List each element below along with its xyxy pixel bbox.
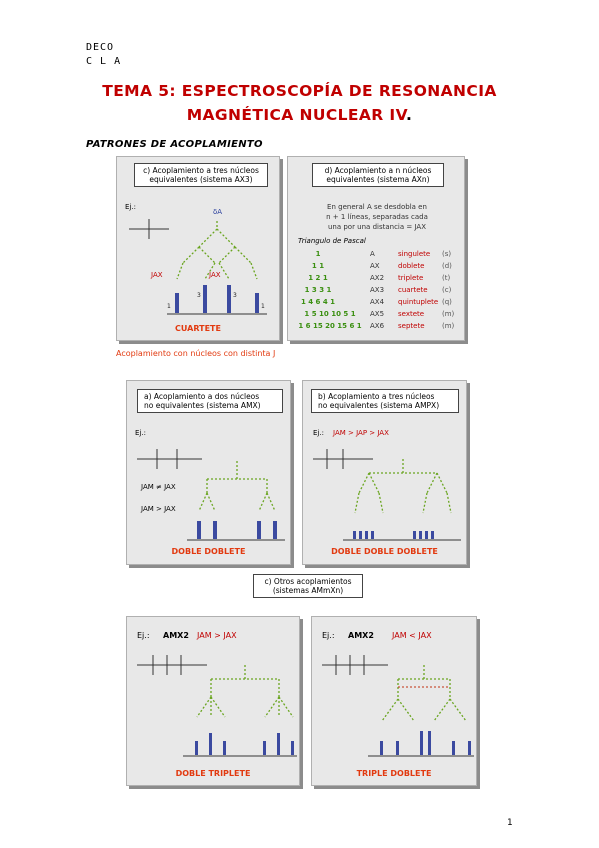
delta-label: δA [213,208,223,216]
header-line1: DECO [86,42,115,53]
caption-cuartete: c) Acoplamiento a tres núcleos equivalent… [134,163,268,187]
page-number: 1 [507,818,513,828]
row-p: 1 5 10 10 5 1 [304,310,356,318]
row-s: AX4 [370,298,385,306]
others-line1: c) Otros acoplamientos [264,577,352,586]
row-n: septete [398,322,425,330]
others-line2: (sistemas AMmXn) [272,586,344,595]
row-n: quintuplete [398,298,439,306]
pascal-heading: Triangulo de Pascal [298,237,366,245]
row-r: (m) [442,322,455,330]
caption-b-line2: no equivalentes (sistema AMPX) [318,401,440,410]
row-r: (q) [442,298,452,306]
row-n: sextete [398,310,425,318]
section-heading: PATRONES DE ACOPLAMIENTO [86,139,263,150]
caption-pascal: d) Acoplamiento a n núcleos equivalentes … [312,163,444,187]
row-r: (m) [442,310,455,318]
jax-right: JAX [209,271,221,279]
cond-jam-gt-jax: JAM > JAX [197,631,237,640]
system-amx2: AMX2 [163,631,189,640]
pascal-text2: n + 1 líneas, separadas cada [326,213,428,221]
row-p: 1 3 3 1 [304,286,332,294]
row-r: (s) [442,250,452,258]
caption-a-line2: no equivalentes (sistema AMX) [144,401,261,410]
ratio-3a: 3 [197,292,201,299]
row-r: (t) [442,274,451,282]
pascal-row: 1 5 10 10 5 1 AX5 sextete (m) [290,309,454,319]
row-p: 1 4 6 4 1 [300,298,336,306]
cuartete-diagram: 1 3 3 1 [129,219,267,315]
ej-label: Ej.: [135,429,146,437]
doble-doble-doblete-label: DOBLE DOBLE DOBLETE [331,547,438,556]
row-p: 1 6 15 20 15 6 1 [298,322,362,330]
cond-amx-gt: JAM > JAX [141,505,176,513]
title-dot: . [406,106,413,124]
caption-d-line2: equivalentes (sistema AXn) [326,175,430,184]
row-s: A [370,250,375,258]
pascal-row: 1 2 1 AX2 triplete (t) [290,273,450,283]
row-p: 1 1 [311,262,325,270]
cond-ampx: JAM > JAP > JAX [333,429,389,437]
cond-jam-lt-jax: JAM < JAX [392,631,432,640]
caption-b-line1: b) Acoplamiento a tres núcleos [318,392,435,401]
ratio-1b: 1 [261,303,265,310]
otros-acoplamientos-box: c) Otros acoplamientos (sistemas AMmXn) [253,574,363,598]
ej-label: Ej.: [322,631,335,640]
row-n: doblete [398,262,425,270]
row-s: AX [370,262,380,270]
panel-pascal: d) Acoplamiento a n núcleos equivalentes … [287,156,465,341]
row-p: 1 [315,250,321,258]
ratio-1a: 1 [167,303,171,310]
row-r: (c) [442,286,452,294]
panel-cuartete: c) Acoplamiento a tres núcleos equivalent… [116,156,280,341]
pascal-row: 1 1 AX doblete (d) [290,261,452,271]
row-s: AX5 [370,310,385,318]
row-s: AX6 [370,322,385,330]
ampx-diagram [313,449,461,541]
ej-label: Ej.: [137,631,150,640]
doble-doblete-label: DOBLE DOBLETE [171,547,246,556]
distinct-j-note: Acoplamiento con núcleos con distinta J [116,349,276,358]
jax-left: JAX [151,271,163,279]
row-r: (d) [442,262,452,270]
row-n: cuartete [398,286,428,294]
page-title-line1: TEMA 5: ESPECTROSCOPÍA DE RESONANCIA [102,82,497,100]
panel-doble-doblete: a) Acoplamiento a dos núcleos no equivale… [126,380,291,565]
doble-doblete-diagram [137,449,285,541]
cuartete-label: CUARTETE [175,324,221,333]
row-n: triplete [398,274,424,282]
header-line2: C L A [86,56,122,67]
caption-c-line1: c) Acoplamiento a tres núcleos [143,166,259,175]
pascal-row: 1 3 3 1 AX3 cuartete (c) [290,285,452,295]
page-title-line2: MAGNÉTICA NUCLEAR IV. [0,106,599,124]
caption-ampx: b) Acoplamiento a tres núcleos no equival… [311,389,459,413]
triple-doblete-diagram [322,655,474,757]
pascal-text3: una por una distancia = JAX [327,223,427,231]
row-s: AX3 [370,286,385,294]
caption-a-line1: a) Acoplamiento a dos núcleos [144,392,260,401]
doble-triplete-label: DOBLE TRIPLETE [175,769,251,778]
panel-triple-doblete: Ej.: AMX2 JAM < JAX TRIPLE DOBLETE [311,616,477,786]
pascal-row: 1 4 6 4 1 AX4 quintuplete (q) [290,297,452,307]
system-amx2: AMX2 [348,631,374,640]
panel-doble-doble-doblete: b) Acoplamiento a tres núcleos no equival… [302,380,467,565]
cond-amx-ne: JAM ≠ JAX [141,483,176,491]
panel-doble-triplete: Ej.: AMX2 JAM > JAX DOBLE TRIPLETE [126,616,300,786]
caption-amx: a) Acoplamiento a dos núcleos no equivale… [137,389,283,413]
ratio-3b: 3 [233,292,237,299]
ej-label: Ej.: [125,203,136,211]
pascal-text1: En general A se desdobla en [327,203,427,211]
ej-label: Ej.: [313,429,324,437]
caption-c-line2: equivalentes (sistema AX3) [149,175,253,184]
caption-d-line1: d) Acoplamiento a n núcleos [324,166,432,175]
doble-triplete-diagram [137,655,297,757]
row-n: singulete [398,250,431,258]
row-s: AX2 [370,274,385,282]
title-line2-text: MAGNÉTICA NUCLEAR IV [186,106,406,124]
pascal-row: 1 6 15 20 15 6 1 AX6 septete (m) [290,321,454,331]
row-p: 1 2 1 [308,274,328,282]
triple-doblete-label: TRIPLE DOBLETE [356,769,432,778]
